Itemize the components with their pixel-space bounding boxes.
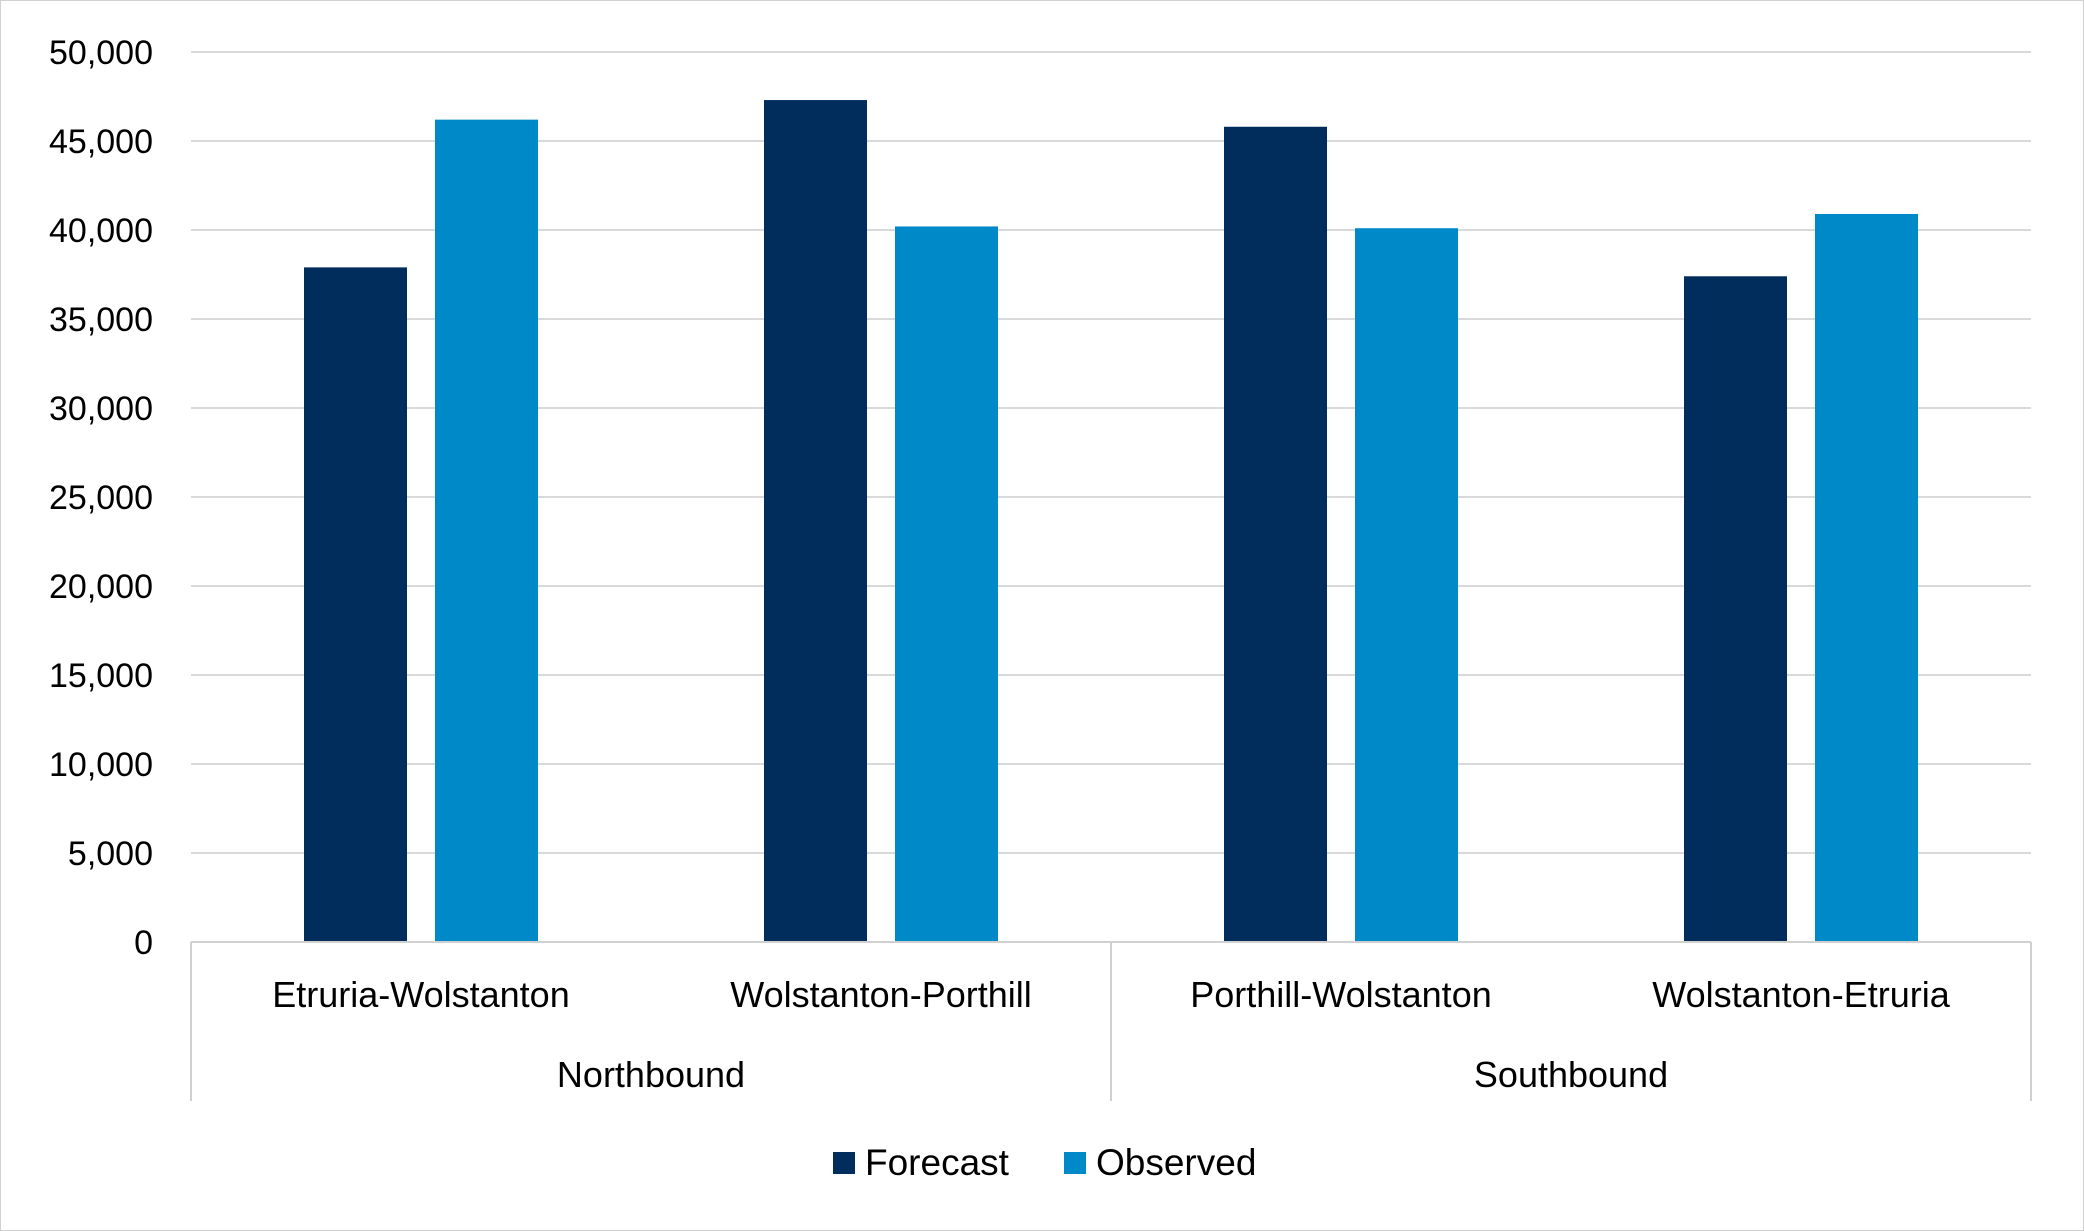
y-tick-label: 30,000: [49, 390, 153, 428]
group-label: Southbound: [1474, 1054, 1668, 1095]
y-tick-label: 10,000: [49, 746, 153, 784]
y-tick-label: 35,000: [49, 301, 153, 339]
category-label: Etruria-Wolstanton: [272, 974, 569, 1015]
bar-observed: [1355, 228, 1458, 943]
legend-swatch-forecast: [833, 1152, 855, 1174]
y-tick-label: 5,000: [68, 835, 153, 873]
bar-observed: [895, 226, 998, 942]
y-tick-label: 40,000: [49, 212, 153, 250]
category-label: Porthill-Wolstanton: [1190, 974, 1491, 1015]
legend-swatch-observed: [1064, 1152, 1086, 1174]
bar-observed: [1815, 213, 1918, 943]
category-label: Wolstanton-Etruria: [1652, 974, 1950, 1015]
y-tick-label: 50,000: [49, 34, 153, 72]
category-labels: Etruria-Wolstanton Wolstanton-Porthill Por…: [272, 974, 1950, 1095]
legend-label-forecast: Forecast: [865, 1142, 1010, 1183]
y-tick-label: 15,000: [49, 657, 153, 695]
y-tick-label: 25,000: [49, 479, 153, 517]
y-tick-label: 20,000: [49, 568, 153, 606]
bar-observed: [435, 119, 538, 942]
legend: Forecast Observed: [833, 1142, 1256, 1183]
bar-forecast: [1224, 126, 1327, 942]
y-axis-ticks: 0 5,000 10,000 15,000 20,000 25,000 30,000 35,0…: [49, 34, 153, 962]
bar-forecast: [304, 267, 407, 942]
bar-forecast: [1684, 276, 1787, 942]
x-axis: [190, 941, 2032, 1101]
bars: [304, 100, 1918, 943]
legend-label-observed: Observed: [1096, 1142, 1256, 1183]
y-tick-label: 45,000: [49, 123, 153, 161]
y-tick-label: 0: [134, 924, 153, 962]
bar-forecast: [764, 100, 867, 942]
category-label: Wolstanton-Porthill: [730, 974, 1031, 1015]
group-label: Northbound: [557, 1054, 745, 1095]
